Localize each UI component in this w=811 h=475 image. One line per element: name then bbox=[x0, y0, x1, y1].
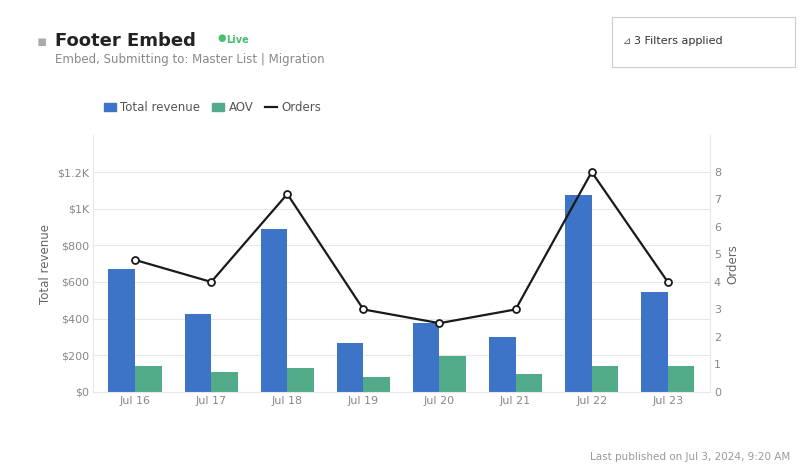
Bar bbox=[337, 343, 363, 392]
Bar bbox=[440, 356, 466, 392]
Bar bbox=[363, 377, 390, 392]
Y-axis label: Orders: Orders bbox=[727, 244, 740, 284]
Bar bbox=[413, 323, 440, 392]
Bar bbox=[109, 269, 135, 392]
Bar bbox=[260, 229, 287, 392]
Bar bbox=[516, 373, 543, 392]
Bar bbox=[565, 195, 592, 392]
Text: 3 Filters applied: 3 Filters applied bbox=[634, 36, 723, 46]
Y-axis label: Total revenue: Total revenue bbox=[39, 224, 52, 304]
Bar bbox=[642, 292, 667, 392]
Bar bbox=[185, 314, 211, 392]
Bar bbox=[592, 366, 618, 392]
Bar bbox=[287, 368, 314, 392]
Bar bbox=[135, 366, 161, 392]
Bar bbox=[667, 366, 694, 392]
Legend: Total revenue, AOV, Orders: Total revenue, AOV, Orders bbox=[99, 97, 327, 119]
Text: ▪: ▪ bbox=[36, 34, 47, 49]
Bar bbox=[211, 372, 238, 392]
Text: ●: ● bbox=[217, 33, 225, 43]
Text: Last published on Jul 3, 2024, 9:20 AM: Last published on Jul 3, 2024, 9:20 AM bbox=[590, 452, 791, 462]
Text: Embed, Submitting to: Master List | Migration: Embed, Submitting to: Master List | Migr… bbox=[55, 53, 324, 66]
Text: Footer Embed: Footer Embed bbox=[55, 32, 196, 50]
Text: ⊿: ⊿ bbox=[623, 36, 631, 46]
Bar bbox=[489, 337, 516, 392]
Text: Live: Live bbox=[226, 35, 249, 45]
